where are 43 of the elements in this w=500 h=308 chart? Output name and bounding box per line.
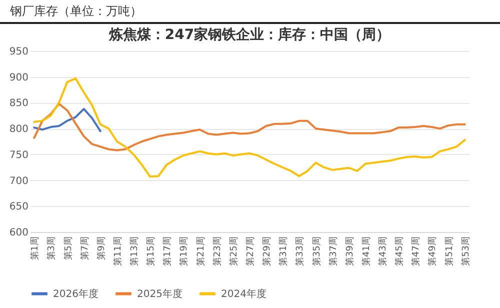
x-tick-label: 第23周 <box>212 236 223 266</box>
x-tick-label: 第35周 <box>311 236 322 266</box>
x-tick-label: 第27周 <box>245 236 256 266</box>
x-tick-label: 第31周 <box>278 236 290 266</box>
y-tick-label: 950 <box>9 46 28 58</box>
x-tick-label: 第41周 <box>360 236 372 266</box>
x-tick-label: 第33周 <box>294 236 306 266</box>
y-tick-label: 850 <box>9 98 28 110</box>
x-tick-label: 第45周 <box>394 236 406 266</box>
x-tick-label: 第49周 <box>427 236 438 266</box>
legend-label: 2026年度 <box>53 288 98 300</box>
x-tick-label: 第53周 <box>460 236 472 266</box>
x-tick-label: 第9周 <box>96 236 107 260</box>
x-tick-label: 第7周 <box>79 236 90 260</box>
x-tick-label: 第1周 <box>30 236 41 260</box>
y-tick-label: 600 <box>9 228 28 238</box>
line-series <box>33 102 466 152</box>
x-tick-label: 第11周 <box>112 236 124 266</box>
line-series <box>33 108 102 132</box>
x-tick-label: 第37周 <box>328 236 339 266</box>
x-tick-label: 第17周 <box>162 236 174 266</box>
legend-label: 2024年度 <box>221 288 266 300</box>
legend-label: 2025年度 <box>137 288 182 300</box>
y-tick-label: 800 <box>9 124 28 136</box>
y-tick-label: 650 <box>9 202 28 213</box>
y-tick-label: 900 <box>9 72 28 84</box>
x-tick-label: 第29周 <box>262 236 273 266</box>
y-tick-label: 700 <box>9 176 28 187</box>
x-tick-label: 第5周 <box>62 236 74 260</box>
x-tick-label: 第3周 <box>46 236 58 260</box>
x-tick-label: 第25周 <box>228 236 240 266</box>
chart-title: 炼焦煤：247家钢铁企业：库存：中国（周） <box>108 26 390 43</box>
y-tick-label: 750 <box>9 150 28 161</box>
x-tick-label: 第39周 <box>344 236 356 266</box>
x-tick-label: 第19周 <box>178 236 190 266</box>
x-tick-label: 第47周 <box>410 236 422 266</box>
x-tick-label: 第15周 <box>146 236 157 266</box>
x-tick-label: 第43周 <box>378 236 389 266</box>
text: 钢厂库存（单位：万吨） <box>0 0 500 24</box>
x-tick-label: 第13周 <box>129 236 140 266</box>
x-tick-label: 第21周 <box>195 236 206 266</box>
x-tick-label: 第51周 <box>444 236 455 266</box>
line-series <box>33 77 466 178</box>
